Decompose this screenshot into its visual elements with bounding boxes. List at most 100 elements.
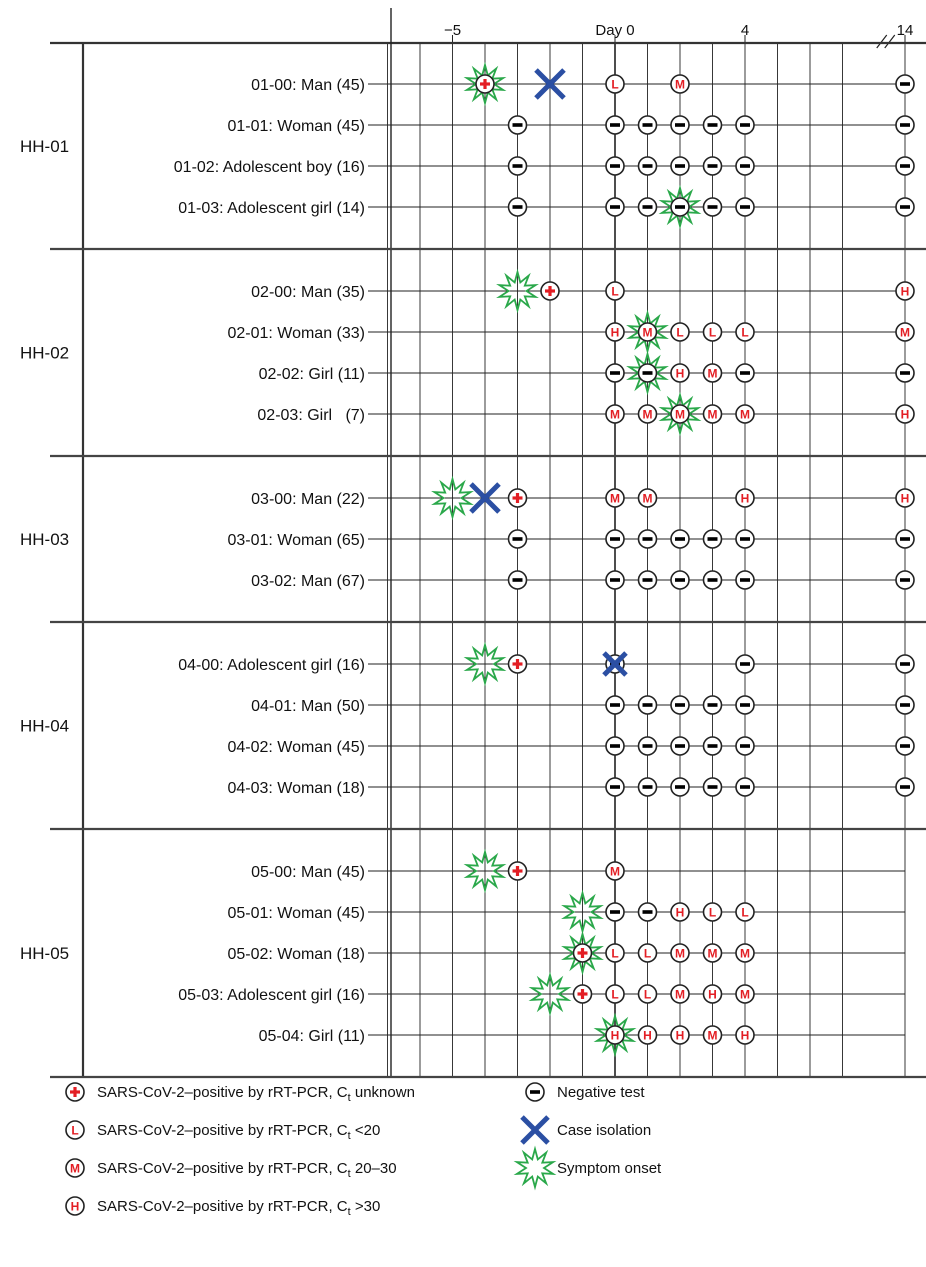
- positive-test-marker: [670, 363, 690, 383]
- ct-category-letter: M: [708, 408, 718, 422]
- axis-tick-label: −5: [444, 22, 461, 39]
- negative-test-dash: [610, 785, 620, 789]
- positive-test-marker: [735, 322, 755, 342]
- negative-test-dash: [675, 164, 685, 168]
- negative-test-dash: [642, 123, 653, 127]
- ct-category-letter: M: [643, 408, 653, 422]
- symptom-onset-star: [593, 1012, 637, 1058]
- participant-label: 02-01: Woman (33): [227, 325, 365, 342]
- household-label: HH-04: [20, 717, 69, 736]
- legend-label: SARS-CoV-2–positive by rRT-PCR, Ct unkno…: [97, 1084, 415, 1104]
- ct-category-letter: M: [643, 326, 653, 340]
- negative-test-dash: [610, 910, 620, 914]
- legend-label-subscript: t: [348, 1130, 351, 1142]
- ct-category-letter: M: [610, 408, 620, 422]
- ct-category-letter: H: [741, 492, 750, 506]
- positive-test-marker: [637, 404, 658, 424]
- negative-test-dash: [642, 205, 653, 209]
- positive-test-marker: [670, 1025, 690, 1045]
- axis-tick-label: 4: [741, 22, 749, 39]
- household-label: HH-01: [20, 137, 69, 156]
- legend-label-text: SARS-CoV-2–positive by rRT-PCR, C: [97, 1122, 348, 1139]
- negative-test-dash: [642, 910, 653, 914]
- negative-test-dash: [740, 371, 750, 375]
- case-isolation-mark: [534, 68, 566, 100]
- positive-test-marker: [670, 404, 690, 424]
- symptom-onset-star: [496, 268, 539, 314]
- negative-test-dash: [610, 371, 620, 375]
- household-label: HH-05: [20, 944, 69, 963]
- ct-category-letter: M: [708, 367, 718, 381]
- ct-category-letter: L: [611, 78, 618, 92]
- negative-test-dash: [707, 744, 718, 748]
- positive-test-marker: [605, 861, 625, 881]
- ct-category-letter: H: [708, 988, 717, 1002]
- positive-test-marker: [702, 404, 723, 424]
- negative-test-dash: [740, 662, 750, 666]
- negative-test-dash: [707, 537, 718, 541]
- negative-test-dash: [512, 537, 523, 541]
- positive-test-marker: [735, 404, 755, 424]
- negative-test-dash: [740, 164, 750, 168]
- ct-category-letter: H: [901, 492, 910, 506]
- positive-test-marker: [670, 322, 690, 342]
- ct-category-letter: H: [741, 1029, 750, 1043]
- participant-label: 04-01: Man (50): [251, 698, 365, 715]
- negative-test-dash: [675, 703, 685, 707]
- negative-test-dash: [512, 205, 523, 209]
- negative-test-dash: [610, 164, 620, 168]
- positive-test-marker: [702, 943, 723, 963]
- negative-test-dash: [642, 785, 653, 789]
- participant-label: 03-00: Man (22): [251, 491, 365, 508]
- negative-test-dash: [740, 578, 750, 582]
- negative-test-dash: [707, 578, 718, 582]
- participant-label: 05-04: Girl (11): [259, 1028, 365, 1045]
- negative-test-dash: [740, 123, 750, 127]
- ct-category-letter: H: [71, 1200, 80, 1214]
- participant-label: 05-03: Adolescent girl (16): [178, 987, 365, 1004]
- ct-category-letter: H: [901, 408, 910, 422]
- negative-test-dash: [900, 164, 910, 168]
- ct-category-letter: M: [643, 492, 653, 506]
- positive-test-plus: [548, 286, 552, 296]
- negative-test-dash: [675, 205, 685, 209]
- negative-test-dash: [610, 123, 620, 127]
- case-isolation-mark: [469, 482, 501, 514]
- positive-test-plus: [515, 659, 520, 669]
- negative-test-dash: [707, 205, 718, 209]
- positive-test-marker: [605, 404, 625, 424]
- positive-test-marker: [637, 322, 658, 342]
- symptom-onset-star: [561, 930, 604, 976]
- symptom-onset-star: [626, 350, 669, 396]
- legend-label-subscript: t: [348, 1092, 351, 1104]
- ct-category-letter: L: [611, 988, 618, 1002]
- participant-label: 02-02: Girl (11): [259, 366, 365, 383]
- legend-label: SARS-CoV-2–positive by rRT-PCR, Ct 20–30: [97, 1160, 397, 1180]
- positive-test-marker: [637, 943, 658, 963]
- negative-test-dash: [707, 123, 718, 127]
- negative-test-dash: [530, 1090, 540, 1094]
- ct-category-letter: L: [741, 906, 748, 920]
- positive-test-plus: [515, 866, 520, 876]
- legend-label-suffix: unknown: [351, 1084, 415, 1101]
- positive-test-marker: [670, 984, 690, 1004]
- symptom-onset-star: [431, 475, 474, 521]
- participant-label: 05-02: Woman (18): [227, 946, 365, 963]
- participant-label: 04-02: Woman (45): [227, 739, 365, 756]
- negative-test-dash: [740, 785, 750, 789]
- positive-test-marker: [735, 902, 755, 922]
- legend-label-subscript: t: [348, 1206, 351, 1218]
- negative-test-dash: [512, 578, 523, 582]
- negative-test-dash: [900, 82, 910, 86]
- participant-label: 01-02: Adolescent boy (16): [174, 159, 365, 176]
- negative-test-dash: [610, 205, 620, 209]
- positive-test-marker: [605, 74, 625, 94]
- symptom-onset-star: [658, 391, 702, 437]
- legend-label: Case isolation: [557, 1122, 651, 1139]
- negative-test-dash: [675, 578, 685, 582]
- legend-label: Negative test: [557, 1084, 645, 1101]
- participant-label: 05-00: Man (45): [251, 864, 365, 881]
- positive-test-marker: [637, 984, 658, 1004]
